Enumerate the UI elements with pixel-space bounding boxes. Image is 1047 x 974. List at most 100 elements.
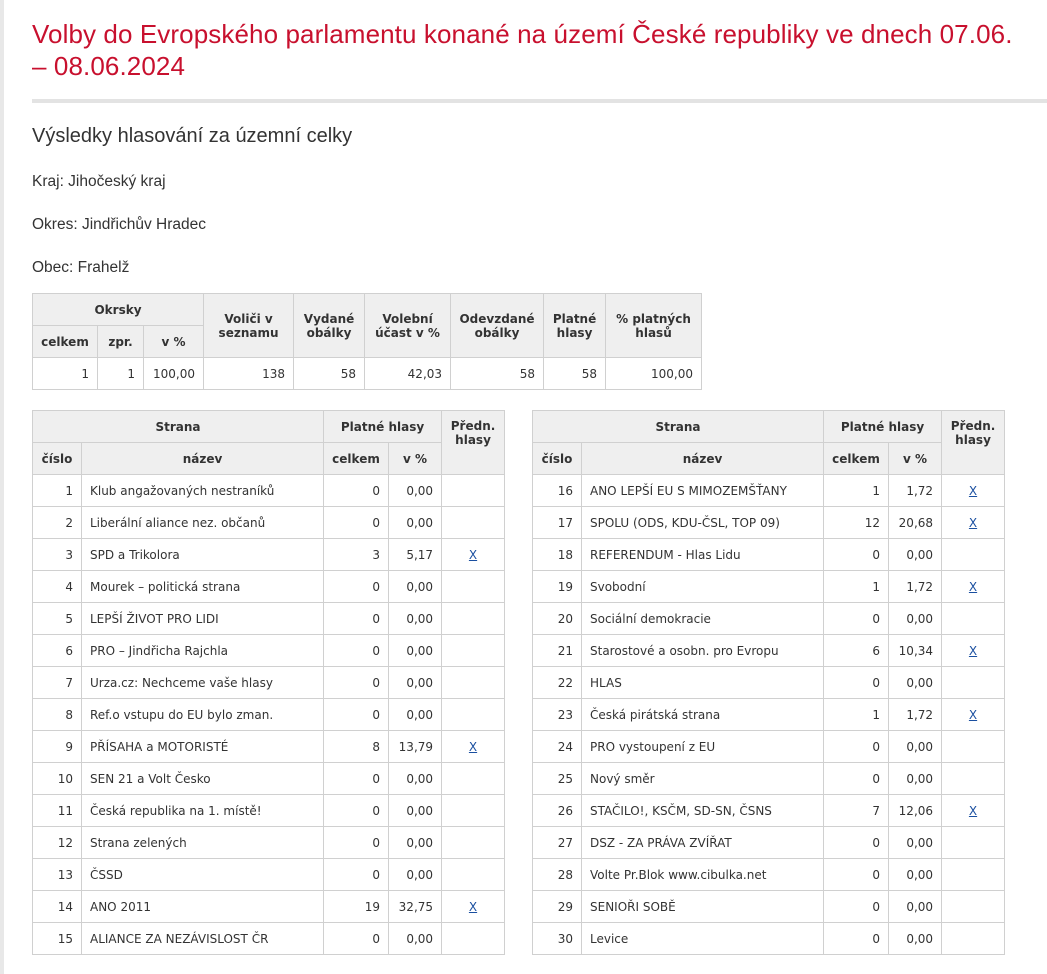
preferential-votes-cell — [941, 762, 1006, 795]
preferential-votes-cell — [441, 698, 506, 731]
party-percent: 0,00 — [888, 538, 943, 571]
party-votes: 0 — [323, 570, 390, 603]
preferential-votes-cell: X — [941, 698, 1006, 731]
party-votes: 0 — [823, 858, 890, 891]
party-percent: 12,06 — [888, 794, 943, 827]
party-votes: 19 — [323, 890, 390, 923]
table-row: 3 SPD a Trikolora 3 5,17 X — [32, 538, 506, 571]
party-percent: 1,72 — [888, 698, 943, 731]
party-votes: 0 — [323, 922, 390, 955]
header-odevzdane: Odevzdané obálky — [450, 293, 545, 358]
party-number: 23 — [532, 698, 582, 731]
preferential-votes-link[interactable]: X — [968, 515, 978, 530]
table-row: 1 Klub angažovaných nestraníků 0 0,00 — [32, 474, 506, 507]
table-row: 8 Ref.o vstupu do EU bylo zman. 0 0,00 — [32, 698, 506, 731]
preferential-votes-link[interactable]: X — [968, 803, 978, 818]
party-number: 20 — [532, 602, 582, 635]
preferential-votes-link[interactable]: X — [468, 899, 478, 914]
parties-table-right: Strana Platné hlasy Předn. hlasy číslo n… — [531, 410, 1006, 955]
odevzdane-value: 58 — [450, 357, 545, 390]
party-percent: 0,00 — [388, 858, 443, 891]
party-number: 7 — [32, 666, 82, 699]
table-row: 17 SPOLU (ODS, KDU-ČSL, TOP 09) 12 20,68… — [532, 506, 1006, 539]
table-row: 25 Nový směr 0 0,00 — [532, 762, 1006, 795]
party-percent: 0,00 — [388, 506, 443, 539]
preferential-votes-cell — [441, 826, 506, 859]
table-row: 23 Česká pirátská strana 1 1,72 X — [532, 698, 1006, 731]
party-percent: 20,68 — [888, 506, 943, 539]
party-number: 3 — [32, 538, 82, 571]
preferential-votes-cell: X — [941, 474, 1006, 507]
header-vpct: v % — [888, 442, 943, 475]
party-percent: 0,00 — [388, 698, 443, 731]
preferential-votes-cell — [441, 474, 506, 507]
party-number: 17 — [532, 506, 582, 539]
party-percent: 0,00 — [388, 474, 443, 507]
preferential-votes-link[interactable]: X — [468, 547, 478, 562]
header-celkem: celkem — [823, 442, 890, 475]
preferential-votes-cell — [941, 666, 1006, 699]
party-number: 5 — [32, 602, 82, 635]
preferential-votes-cell — [941, 858, 1006, 891]
party-votes: 0 — [323, 602, 390, 635]
pct-platnych-value: 100,00 — [605, 357, 703, 390]
party-number: 19 — [532, 570, 582, 603]
region-label: Kraj: Jihočeský kraj — [32, 173, 166, 190]
preferential-votes-link[interactable]: X — [968, 707, 978, 722]
table-row: 18 REFERENDUM - Hlas Lidu 0 0,00 — [532, 538, 1006, 571]
party-name: SEN 21 a Volt Česko — [80, 762, 325, 795]
preferential-votes-link[interactable]: X — [968, 643, 978, 658]
party-votes: 12 — [823, 506, 890, 539]
party-name: HLAS — [580, 666, 825, 699]
preferential-votes-cell: X — [941, 506, 1006, 539]
header-predn-hlasy: Předn. hlasy — [941, 410, 1006, 475]
party-percent: 5,17 — [388, 538, 443, 571]
table-row: 13 ČSSD 0 0,00 — [32, 858, 506, 891]
table-row: 9 PŘÍSAHA a MOTORISTÉ 8 13,79 X — [32, 730, 506, 763]
parties-table-left: Strana Platné hlasy Předn. hlasy číslo n… — [31, 410, 506, 955]
party-number: 28 — [532, 858, 582, 891]
party-percent: 0,00 — [888, 890, 943, 923]
header-cislo: číslo — [32, 442, 82, 475]
party-name: PRO – Jindřicha Rajchla — [80, 634, 325, 667]
summary-table: Okrsky Voliči v seznamu Vydané obálky Vo… — [31, 293, 703, 390]
preferential-votes-link[interactable]: X — [968, 579, 978, 594]
party-number: 11 — [32, 794, 82, 827]
vydane-value: 58 — [293, 357, 366, 390]
header-platne: Platné hlasy — [543, 293, 607, 358]
party-votes: 0 — [323, 826, 390, 859]
party-votes: 6 — [823, 634, 890, 667]
preferential-votes-link[interactable]: X — [468, 739, 478, 754]
preferential-votes-cell — [441, 858, 506, 891]
header-nazev: název — [80, 442, 325, 475]
party-votes: 0 — [823, 538, 890, 571]
table-row: 30 Levice 0 0,00 — [532, 922, 1006, 955]
party-votes: 0 — [323, 634, 390, 667]
preferential-votes-link[interactable]: X — [968, 483, 978, 498]
preferential-votes-cell — [441, 602, 506, 635]
table-row: 22 HLAS 0 0,00 — [532, 666, 1006, 699]
party-votes: 0 — [823, 922, 890, 955]
party-number: 9 — [32, 730, 82, 763]
party-name: Nový směr — [580, 762, 825, 795]
preferential-votes-cell — [441, 634, 506, 667]
party-votes: 0 — [823, 602, 890, 635]
table-row: 2 Liberální aliance nez. občanů 0 0,00 — [32, 506, 506, 539]
party-votes: 0 — [323, 794, 390, 827]
page-title: Volby do Evropského parlamentu konané na… — [32, 19, 1013, 81]
party-number: 12 — [32, 826, 82, 859]
party-number: 6 — [32, 634, 82, 667]
party-name: Svobodní — [580, 570, 825, 603]
party-number: 8 — [32, 698, 82, 731]
party-percent: 0,00 — [888, 602, 943, 635]
party-name: STAČILO!, KSČM, SD-SN, ČSNS — [580, 794, 825, 827]
party-number: 4 — [32, 570, 82, 603]
preferential-votes-cell: X — [941, 570, 1006, 603]
party-percent: 10,34 — [888, 634, 943, 667]
party-number: 15 — [32, 922, 82, 955]
party-name: Česká republika na 1. místě! — [80, 794, 325, 827]
party-name: Ref.o vstupu do EU bylo zman. — [80, 698, 325, 731]
party-name: ANO 2011 — [80, 890, 325, 923]
party-votes: 0 — [323, 666, 390, 699]
party-votes: 0 — [823, 890, 890, 923]
